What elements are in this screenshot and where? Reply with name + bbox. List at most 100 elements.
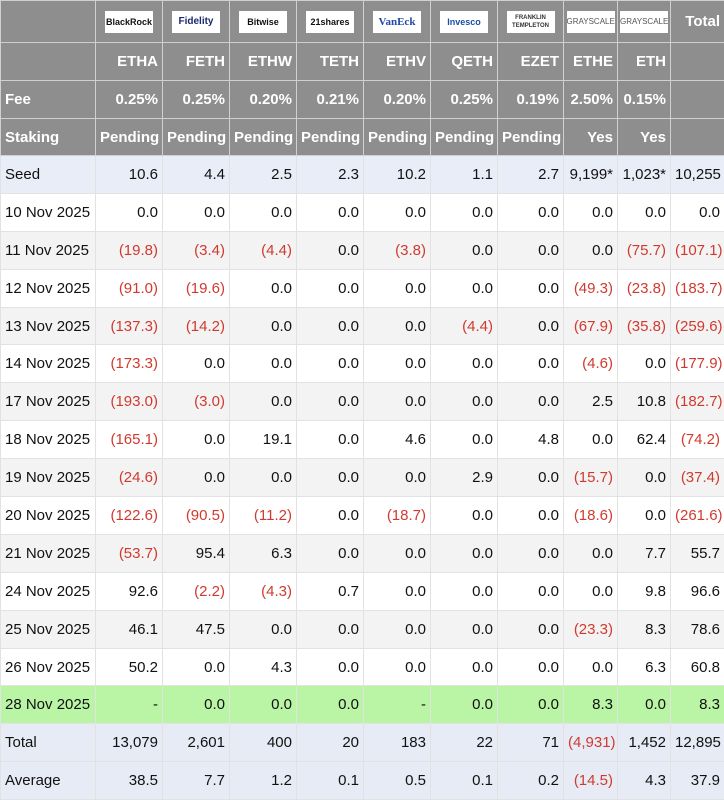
value-cell: 92.6 xyxy=(95,571,163,611)
value-cell: 4.3 xyxy=(617,761,671,800)
value-cell: 10.2 xyxy=(363,155,431,194)
value-cell: 62.4 xyxy=(617,420,671,460)
value-cell: 47.5 xyxy=(162,609,230,649)
value-cell: - xyxy=(363,685,431,725)
value-cell: 0.0 xyxy=(430,420,498,460)
data-row: 25 Nov 2025 46.1 47.5 0.0 0.0 0.0 0.0 0.0 (23.3)… xyxy=(0,609,724,649)
value-cell: 400 xyxy=(229,723,297,763)
value-cell: 0.0 xyxy=(617,458,671,498)
value-cell: 0.0 xyxy=(430,268,498,308)
value-cell: - xyxy=(95,685,163,725)
data-row: 26 Nov 2025 50.2 0.0 4.3 0.0 0.0 0.0 0.0 0.0 6.3 6… xyxy=(0,647,724,687)
value-cell: 0.0 xyxy=(430,533,498,573)
value-cell: 19.1 xyxy=(229,420,297,460)
value-cell: 1,452 xyxy=(617,723,671,763)
info-cell: Pending xyxy=(95,118,163,156)
value-cell: 4.8 xyxy=(497,420,564,460)
info-cell: Pending xyxy=(162,118,230,156)
value-cell: 0.0 xyxy=(296,533,364,573)
issuer-cell: GRAYSCALE xyxy=(617,0,671,43)
value-cell: (165.1) xyxy=(95,420,163,460)
value-cell: 0.0 xyxy=(563,230,618,270)
value-cell: (91.0) xyxy=(95,268,163,308)
value-cell: (4.3) xyxy=(229,571,297,611)
value-cell: 0.0 xyxy=(497,533,564,573)
corner-cell xyxy=(0,0,96,43)
value-cell: 96.6 xyxy=(670,571,724,611)
info-cell: Pending xyxy=(296,118,364,156)
info-cell: 0.21% xyxy=(296,80,364,119)
data-row: Total 13,079 2,601 400 20 183 22 71 (4,931) 1,452… xyxy=(0,723,724,763)
value-cell: 0.0 xyxy=(162,685,230,725)
data-row: 19 Nov 2025 (24.6) 0.0 0.0 0.0 0.0 2.9 0.0 (15.7… xyxy=(0,458,724,498)
value-cell: 0.0 xyxy=(563,192,618,232)
value-cell: (67.9) xyxy=(563,306,618,346)
value-cell: 0.0 xyxy=(296,458,364,498)
value-cell: 8.3 xyxy=(563,685,618,725)
value-cell: 0.0 xyxy=(363,306,431,346)
value-cell: 0.0 xyxy=(497,268,564,308)
value-cell: 0.0 xyxy=(430,609,498,649)
value-cell: (35.8) xyxy=(617,306,671,346)
value-cell: 0.0 xyxy=(229,192,297,232)
value-cell: 0.0 xyxy=(563,571,618,611)
info-cell: 0.25% xyxy=(430,80,498,119)
value-cell: (90.5) xyxy=(162,496,230,535)
info-cell xyxy=(670,118,724,156)
value-cell: 0.0 xyxy=(296,382,364,422)
value-cell: 0.0 xyxy=(617,496,671,535)
value-cell: 1.2 xyxy=(229,761,297,800)
ticker-cell: FETH xyxy=(162,42,230,81)
value-cell: (23.8) xyxy=(617,268,671,308)
issuer-cell: FRANKLIN TEMPLETON xyxy=(497,0,564,43)
value-cell: 0.0 xyxy=(162,344,230,384)
value-cell: 10.6 xyxy=(95,155,163,194)
value-cell: (173.3) xyxy=(95,344,163,384)
data-row: 17 Nov 2025 (193.0) (3.0) 0.0 0.0 0.0 0.0 0.0 2.… xyxy=(0,382,724,422)
issuer-logo: GRAYSCALE xyxy=(620,10,668,33)
issuer-logo: VanEck xyxy=(373,10,421,33)
value-cell: (4.4) xyxy=(430,306,498,346)
value-cell: 0.0 xyxy=(363,192,431,232)
info-cell: 2.50% xyxy=(563,80,618,119)
ticker-cell: ETHA xyxy=(95,42,163,81)
value-cell: 0.0 xyxy=(563,647,618,687)
info-cell: Pending xyxy=(497,118,564,156)
issuer-logo: Invesco xyxy=(440,10,488,33)
info-cell: 0.25% xyxy=(95,80,163,119)
value-cell: 2.5 xyxy=(563,382,618,422)
info-row: Staking Pending Pending Pending Pending Pendi… xyxy=(0,118,724,156)
issuer-cell: BlackRock xyxy=(95,0,163,43)
value-cell: 0.0 xyxy=(229,382,297,422)
value-cell: 4.4 xyxy=(162,155,230,194)
value-cell: 4.6 xyxy=(363,420,431,460)
issuer-logo: BlackRock xyxy=(105,10,153,33)
value-cell: (107.1) xyxy=(670,230,724,270)
value-cell: (14.2) xyxy=(162,306,230,346)
value-cell: 0.2 xyxy=(497,761,564,800)
value-cell: 0.0 xyxy=(162,458,230,498)
value-cell: 6.3 xyxy=(617,647,671,687)
value-cell: (3.4) xyxy=(162,230,230,270)
value-cell: 0.0 xyxy=(296,420,364,460)
value-cell: (18.6) xyxy=(563,496,618,535)
value-cell: 4.3 xyxy=(229,647,297,687)
row-label: 24 Nov 2025 xyxy=(0,571,96,611)
value-cell: 0.0 xyxy=(563,420,618,460)
data-row: 21 Nov 2025 (53.7) 95.4 6.3 0.0 0.0 0.0 0.0 0.0 7… xyxy=(0,533,724,573)
value-cell: (4.6) xyxy=(563,344,618,384)
value-cell: 0.0 xyxy=(497,458,564,498)
value-cell: (23.3) xyxy=(563,609,618,649)
value-cell: 2.9 xyxy=(430,458,498,498)
value-cell: 10,255 xyxy=(670,155,724,194)
value-cell: 0.0 xyxy=(363,344,431,384)
value-cell: (182.7) xyxy=(670,382,724,422)
value-cell: 0.0 xyxy=(617,344,671,384)
total-header: Total xyxy=(670,0,724,43)
ticker-cell: EZET xyxy=(497,42,564,81)
info-row: Fee 0.25% 0.25% 0.20% 0.21% 0.20% 0.25% 0.19% 2.… xyxy=(0,80,724,119)
issuer-cell: GRAYSCALE xyxy=(563,0,618,43)
value-cell: (3.0) xyxy=(162,382,230,422)
issuer-logo: FRANKLIN TEMPLETON xyxy=(506,10,555,33)
value-cell: 0.0 xyxy=(229,458,297,498)
